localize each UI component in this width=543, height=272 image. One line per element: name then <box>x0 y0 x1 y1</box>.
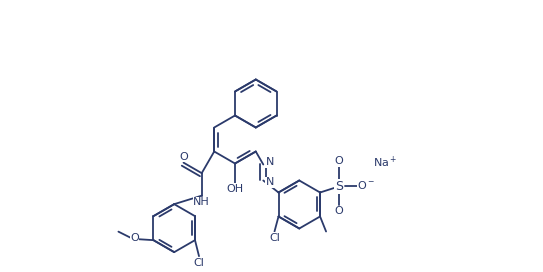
Text: Cl: Cl <box>193 258 204 268</box>
Text: N: N <box>266 157 274 168</box>
Text: O: O <box>334 206 343 217</box>
Text: O: O <box>334 156 343 166</box>
Text: O: O <box>130 233 139 243</box>
Text: NH: NH <box>193 197 210 207</box>
Text: Cl: Cl <box>269 233 280 243</box>
Text: OH: OH <box>226 184 244 194</box>
Text: O$^-$: O$^-$ <box>357 179 375 191</box>
Text: S: S <box>335 180 343 193</box>
Text: O: O <box>179 152 188 162</box>
Text: Na$^+$: Na$^+$ <box>373 155 397 170</box>
Text: N: N <box>266 178 274 187</box>
